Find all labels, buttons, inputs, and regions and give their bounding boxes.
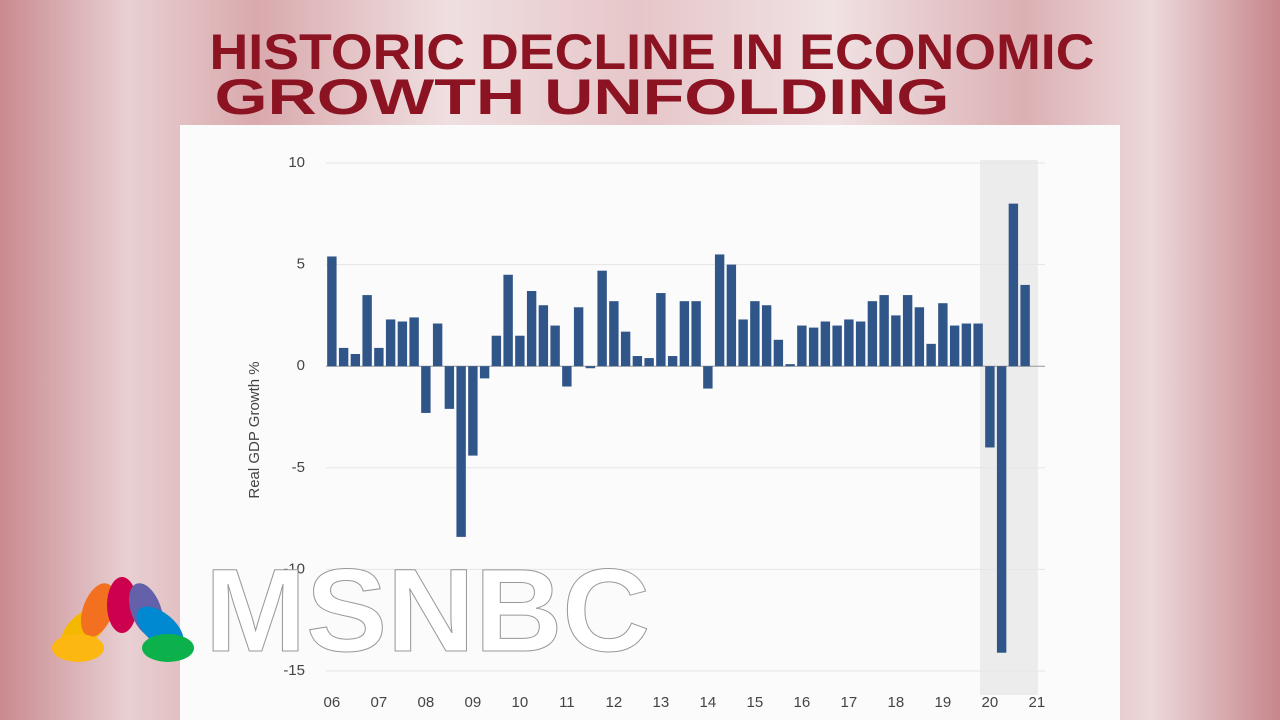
bar	[620, 331, 631, 367]
bar	[879, 295, 889, 367]
bar	[597, 270, 607, 367]
bar	[538, 305, 549, 367]
y-tick-label: 10	[288, 154, 305, 171]
bar	[867, 301, 878, 367]
x-tick-label: 15	[747, 694, 764, 711]
x-tick-label: 08	[418, 694, 435, 711]
bar	[785, 364, 795, 367]
logo-text: MSNBC	[205, 545, 650, 677]
bar	[609, 301, 619, 367]
bar	[938, 303, 948, 367]
title-line: GROWTH UNFOLDING	[215, 69, 950, 125]
y-tick-label: 0	[297, 357, 305, 374]
bar	[562, 366, 572, 387]
y-tick-label: -5	[292, 459, 305, 476]
bar	[338, 347, 349, 367]
bar	[926, 343, 936, 367]
bar	[362, 295, 372, 367]
bar	[691, 301, 701, 367]
bar	[667, 356, 678, 367]
bar	[820, 321, 831, 367]
bar	[432, 323, 443, 367]
x-tick-label: 20	[982, 694, 999, 711]
y-tick-label: -10	[283, 560, 305, 577]
bar	[832, 325, 842, 367]
bar	[444, 366, 455, 409]
bar	[385, 319, 396, 367]
x-tick-label: 10	[512, 694, 529, 711]
bar	[526, 291, 537, 367]
logo: MSNBC	[52, 545, 651, 678]
chart-panel	[180, 125, 1120, 720]
bar	[503, 274, 513, 367]
bar	[891, 315, 901, 367]
bar	[844, 319, 854, 367]
y-tick-label: -15	[283, 662, 305, 679]
bar	[327, 256, 337, 367]
bar	[679, 301, 690, 367]
bar	[573, 307, 584, 367]
bar	[409, 317, 419, 367]
bar	[479, 366, 490, 379]
bar	[738, 319, 748, 367]
x-tick-label: 16	[794, 694, 811, 711]
bar	[468, 366, 478, 456]
bar	[550, 325, 560, 367]
peacock	[52, 577, 194, 662]
bar	[456, 366, 466, 537]
bar	[761, 305, 772, 367]
bar	[350, 354, 361, 367]
bar	[656, 293, 666, 367]
bar	[797, 325, 807, 367]
bar	[855, 321, 866, 367]
x-tick-label: 11	[559, 694, 575, 711]
x-tick-label: 12	[606, 694, 623, 711]
x-tick-label: 06	[324, 694, 341, 711]
bar	[1008, 203, 1019, 367]
bar	[985, 366, 995, 448]
title-line: HISTORIC DECLINE IN ECONOMIC	[210, 24, 1095, 80]
bar	[421, 366, 431, 413]
x-tick-label: 17	[841, 694, 858, 711]
bar	[973, 323, 983, 367]
feather	[142, 634, 194, 662]
x-tick-label: 19	[935, 694, 952, 711]
plot: -15 -10 -5 0 5 10 06 07 08 09 10 11 12 13 14 15 16 17 18 19…	[283, 154, 1045, 711]
bar	[996, 366, 1007, 653]
x-tick-label: 13	[653, 694, 670, 711]
bar	[515, 335, 525, 367]
bar	[585, 366, 596, 369]
bar	[914, 307, 925, 367]
bar	[703, 366, 713, 389]
feather	[52, 634, 104, 662]
bar	[961, 323, 972, 367]
bar	[726, 264, 737, 367]
bar	[902, 295, 913, 367]
bar	[714, 254, 725, 367]
y-tick-label: 5	[297, 256, 305, 273]
bar	[773, 339, 784, 367]
x-tick-label: 14	[700, 694, 717, 711]
x-tick-label: 21	[1029, 694, 1046, 711]
bar	[374, 347, 384, 367]
feather	[107, 577, 137, 633]
y-axis-label: Real GDP Growth %	[246, 361, 263, 498]
bar	[491, 335, 502, 367]
bar	[750, 301, 760, 367]
bar	[644, 358, 654, 367]
x-tick-label: 09	[465, 694, 482, 711]
x-tick-label: 18	[888, 694, 905, 711]
feather	[80, 583, 116, 637]
bar	[949, 325, 960, 367]
bar	[808, 327, 819, 367]
bar	[632, 356, 643, 367]
bar	[1020, 284, 1030, 367]
x-tick-label: 07	[371, 694, 388, 711]
bar	[397, 321, 408, 367]
